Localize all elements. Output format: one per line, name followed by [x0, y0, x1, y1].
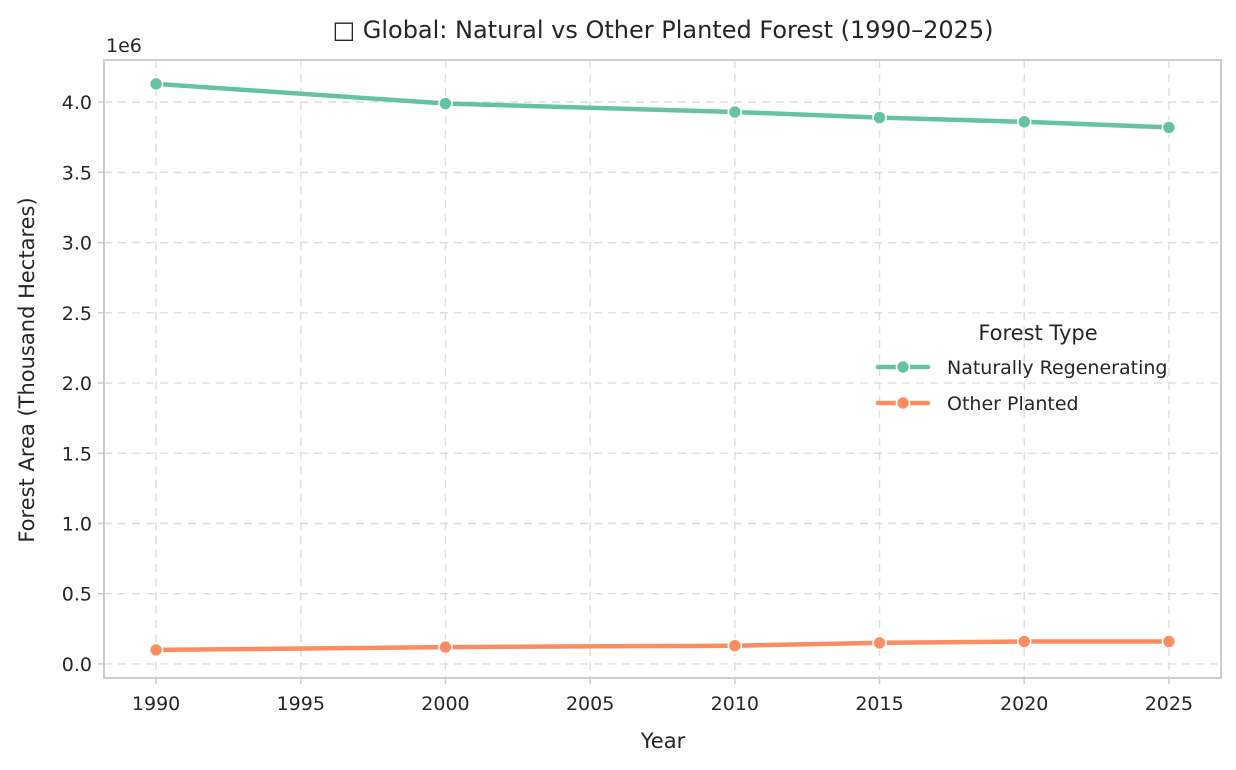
legend-items: Naturally Regenerating Other Planted: [875, 357, 1167, 415]
y-tick-label: 2.0: [62, 373, 92, 395]
series-line: [153, 81, 1172, 130]
x-tick-label: 1990: [132, 693, 180, 715]
legend: Forest Type Naturally Regenerating Other …: [875, 321, 1167, 415]
data-point: [872, 110, 887, 125]
x-tick-label: 2000: [421, 693, 469, 715]
y-tick-label: 2.5: [62, 303, 92, 325]
x-tick-label: 2010: [711, 693, 759, 715]
chart-title: □ Global: Natural vs Other Planted Fores…: [332, 16, 993, 44]
y-axis-label: Forest Area (Thousand Hectares): [15, 197, 39, 542]
y-tick-label: 4.0: [62, 92, 92, 114]
legend-marker: [895, 359, 911, 375]
data-point: [1161, 120, 1177, 135]
y-scale-label: 1e6: [106, 35, 142, 57]
x-tick-label: 2005: [566, 693, 614, 715]
legend-label: Other Planted: [947, 393, 1079, 415]
x-tick-label: 2025: [1145, 693, 1193, 715]
y-tick-label: 0.0: [62, 654, 92, 676]
y-tick-label: 3.5: [62, 162, 92, 184]
legend-label: Naturally Regenerating: [947, 357, 1167, 379]
y-tick-label: 1.0: [62, 514, 92, 536]
axis-ticks: 1990 1995 2000 2005 2010 2015 2020 2025 0.0 0.5 1.…: [62, 92, 1193, 715]
legend-title: Forest Type: [978, 321, 1097, 345]
plot-frame: [103, 59, 1222, 679]
x-tick-label: 1995: [277, 693, 325, 715]
data-point: [438, 96, 453, 111]
x-axis-label: Year: [640, 729, 686, 753]
data-point: [1016, 114, 1032, 130]
y-tick-label: 1.5: [62, 443, 92, 465]
legend-item: Other Planted: [875, 393, 1079, 415]
grid: [104, 60, 1221, 678]
data-point: [438, 639, 453, 655]
data-point: [727, 638, 743, 653]
legend-item: Naturally Regenerating: [875, 357, 1167, 379]
x-tick-label: 2015: [855, 693, 903, 715]
data-point: [1016, 634, 1032, 649]
data-point: [1161, 634, 1177, 649]
data-point: [148, 642, 164, 658]
series-1: [148, 634, 1177, 658]
y-tick-label: 3.0: [62, 233, 92, 255]
series-line: [153, 639, 1172, 653]
legend-marker: [895, 395, 911, 411]
y-tick-label: 0.5: [62, 584, 92, 606]
series-layer: [148, 76, 1177, 658]
data-point: [148, 76, 164, 92]
data-point: [872, 635, 887, 651]
x-tick-label: 2020: [1000, 693, 1048, 715]
data-point: [727, 104, 743, 120]
series-0: [148, 76, 1177, 135]
